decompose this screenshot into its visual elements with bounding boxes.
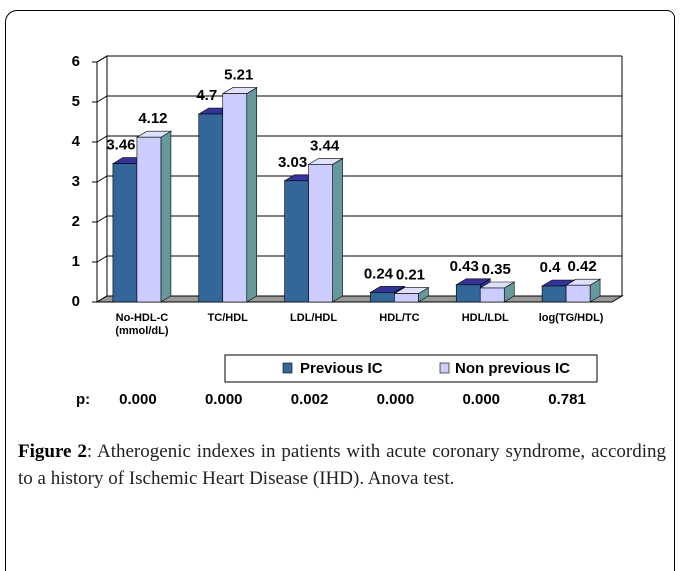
y-tick-label: 3: [72, 173, 80, 190]
bar: [308, 164, 333, 303]
x-tick-label: HDL/LDL: [462, 312, 509, 324]
x-tick-label: LDL/HDL: [290, 312, 337, 324]
data-label: 0.21: [396, 267, 425, 284]
legend-label: Previous IC: [300, 360, 383, 377]
data-label: 5.21: [224, 67, 253, 84]
caption-label: Figure 2: [18, 441, 87, 462]
bar: [136, 136, 162, 303]
y-tick-label: 2: [72, 213, 80, 230]
bar-side: [160, 130, 172, 303]
y-tick-label: 5: [72, 93, 80, 110]
bar-side: [332, 157, 343, 303]
grid-line: [96, 95, 108, 103]
grid-line: [96, 255, 108, 263]
bar: [198, 113, 224, 303]
x-tick-label: No-HDL-C (mmol/dL): [115, 312, 168, 337]
p-value: 0.000: [119, 391, 157, 408]
p-value: 0.002: [291, 391, 329, 408]
bar: [565, 284, 591, 303]
grid-line: [96, 215, 108, 223]
bar: [394, 293, 419, 303]
y-tick-label: 0: [72, 293, 80, 310]
grid-line: [96, 135, 108, 143]
grid-line: [96, 175, 108, 183]
data-label: 0.35: [482, 261, 511, 278]
x-tick-label: log(TG/HDL): [539, 312, 604, 324]
p-value: 0.000: [377, 391, 415, 408]
data-label: 0.24: [364, 265, 394, 282]
data-label: 0.43: [450, 258, 479, 275]
p-value: 0.000: [205, 391, 243, 408]
p-label: p:: [76, 391, 90, 408]
p-value: 0.000: [462, 391, 500, 408]
data-label: 3.03: [278, 154, 307, 171]
bar: [455, 284, 481, 303]
data-label: 4.12: [138, 110, 167, 127]
x-tick-label: HDL/TC: [379, 312, 419, 324]
legend-marker: [439, 362, 450, 374]
y-tick-label: 1: [72, 253, 80, 270]
data-label: 4.7: [196, 87, 217, 104]
bar: [541, 285, 567, 303]
figure-frame: [5, 10, 675, 571]
y-tick-label: 4: [72, 133, 81, 150]
legend-marker: [282, 362, 293, 374]
bar: [479, 287, 505, 303]
legend-label: Non previous IC: [455, 360, 570, 377]
chart: 0 1 2 3 4 5 6 No-HDL-C (mmol/dL) 3.464.12 0.000 TC/…: [72, 53, 624, 408]
data-label: 0.42: [567, 258, 596, 275]
caption: Figure 2: Atherogenic indexes in patient…: [18, 438, 666, 492]
data-label: 3.44: [310, 137, 340, 154]
y-tick-label: 6: [72, 53, 80, 70]
bar-side: [246, 87, 258, 303]
grid-line: [96, 55, 108, 63]
data-label: 3.46: [106, 137, 135, 154]
caption-text: : Atherogenic indexes in patients with a…: [18, 441, 666, 489]
bar: [112, 163, 138, 303]
x-tick-label: TC/HDL: [208, 312, 249, 324]
p-value: 0.781: [548, 391, 586, 408]
bar: [370, 292, 395, 303]
bar: [284, 180, 309, 303]
data-label: 0.4: [540, 259, 562, 276]
bar: [222, 93, 248, 303]
